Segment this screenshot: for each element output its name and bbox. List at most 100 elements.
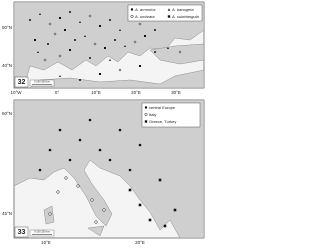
locality-marker bbox=[69, 11, 71, 13]
locality-marker bbox=[144, 120, 148, 123]
locality-marker bbox=[79, 79, 81, 81]
locality-marker bbox=[109, 19, 111, 21]
locality-marker bbox=[128, 188, 132, 192]
longitude-label: 30°E bbox=[171, 90, 181, 95]
panel-label: 32 bbox=[18, 79, 26, 86]
longitude-label: 20°E bbox=[135, 240, 145, 245]
locality-marker bbox=[130, 8, 134, 11]
legend-label: A. armorica bbox=[134, 7, 156, 12]
locality-marker bbox=[89, 57, 91, 59]
locality-marker bbox=[118, 128, 122, 132]
locality-marker bbox=[59, 75, 61, 77]
locality-marker bbox=[138, 143, 142, 147]
locality-marker bbox=[138, 203, 142, 207]
locality-marker bbox=[90, 198, 94, 202]
locality-marker bbox=[167, 15, 171, 18]
legend-label: A. umbrata bbox=[134, 14, 155, 19]
locality-marker bbox=[69, 49, 71, 51]
locality-marker bbox=[43, 58, 47, 62]
locality-marker bbox=[119, 29, 121, 31]
latitude-label: 50°N bbox=[2, 25, 12, 30]
land-africa bbox=[29, 69, 205, 89]
locality-marker bbox=[154, 29, 156, 31]
legend-label: central Europe bbox=[149, 105, 176, 110]
locality-marker bbox=[128, 168, 132, 172]
locality-marker bbox=[79, 21, 81, 23]
locality-marker bbox=[109, 59, 111, 61]
legend-label: Greece, Turkey bbox=[149, 119, 176, 124]
scale-box bbox=[29, 79, 55, 87]
locality-marker bbox=[48, 22, 52, 26]
latitude-label: 50°N bbox=[2, 111, 12, 116]
locality-marker bbox=[98, 148, 102, 152]
scale-label: 0 100 200 km bbox=[34, 230, 50, 234]
locality-marker bbox=[58, 54, 62, 58]
latitude-label: 45°N bbox=[2, 211, 12, 216]
locality-marker bbox=[39, 13, 41, 15]
latitude-label: 40°N bbox=[2, 63, 12, 68]
figure: A. armorica A. banogeta A. umbrata A. subtr… bbox=[2, 1, 205, 245]
locality-marker bbox=[94, 220, 98, 224]
locality-marker bbox=[139, 65, 141, 67]
panel-label: 33 bbox=[18, 229, 26, 236]
locality-marker bbox=[124, 45, 126, 47]
locality-marker bbox=[130, 15, 134, 18]
locality-marker bbox=[88, 118, 92, 122]
land-europe bbox=[13, 99, 205, 239]
locality-marker bbox=[56, 190, 60, 194]
locality-marker bbox=[74, 39, 76, 41]
locality-marker bbox=[138, 22, 142, 26]
legend-box bbox=[141, 102, 201, 128]
locality-marker bbox=[144, 113, 148, 116]
longitude-label: 10°E bbox=[91, 90, 101, 95]
locality-marker bbox=[99, 25, 101, 27]
legend-label: Italy bbox=[149, 112, 156, 117]
locality-marker bbox=[34, 39, 36, 41]
locality-marker bbox=[37, 51, 39, 53]
land-anatolia bbox=[149, 43, 205, 65]
legend-box bbox=[127, 4, 203, 22]
locality-marker bbox=[93, 42, 97, 46]
locality-marker bbox=[29, 19, 31, 21]
locality-marker bbox=[102, 208, 106, 212]
locality-marker bbox=[48, 212, 52, 216]
locality-marker bbox=[47, 43, 49, 45]
locality-marker bbox=[163, 224, 167, 228]
locality-marker bbox=[64, 176, 68, 180]
land-sicily bbox=[87, 225, 105, 237]
locality-marker bbox=[133, 40, 137, 44]
land-europe bbox=[13, 1, 205, 85]
locality-marker bbox=[114, 39, 116, 41]
scale-box bbox=[29, 229, 55, 237]
longitude-label: 10°W bbox=[10, 90, 22, 95]
locality-marker bbox=[48, 148, 52, 152]
legend-label: A. banogeta bbox=[171, 7, 194, 12]
locality-marker bbox=[38, 168, 42, 172]
legend-label: A. subtriangula bbox=[171, 14, 199, 19]
locality-marker bbox=[68, 158, 72, 162]
locality-marker bbox=[167, 47, 169, 49]
locality-marker bbox=[104, 47, 106, 49]
panel-label-box bbox=[14, 226, 29, 238]
locality-marker bbox=[99, 73, 101, 75]
locality-marker bbox=[108, 158, 112, 162]
locality-marker bbox=[178, 50, 182, 54]
longitude-label: 20°E bbox=[131, 90, 141, 95]
locality-marker bbox=[158, 178, 162, 182]
locality-marker bbox=[58, 128, 62, 132]
locality-marker bbox=[144, 106, 148, 109]
locality-marker bbox=[118, 68, 122, 72]
longitude-label: 0° bbox=[55, 90, 60, 95]
locality-marker bbox=[173, 208, 177, 212]
locality-marker bbox=[144, 35, 146, 37]
locality-marker bbox=[167, 8, 171, 11]
locality-marker bbox=[148, 218, 152, 222]
locality-marker bbox=[59, 17, 61, 19]
locality-marker bbox=[84, 35, 86, 37]
locality-marker bbox=[154, 51, 156, 53]
locality-marker bbox=[76, 184, 80, 188]
longitude-label: 10°E bbox=[41, 240, 51, 245]
locality-marker bbox=[78, 138, 82, 142]
locality-marker bbox=[88, 14, 92, 18]
locality-marker bbox=[64, 29, 66, 31]
